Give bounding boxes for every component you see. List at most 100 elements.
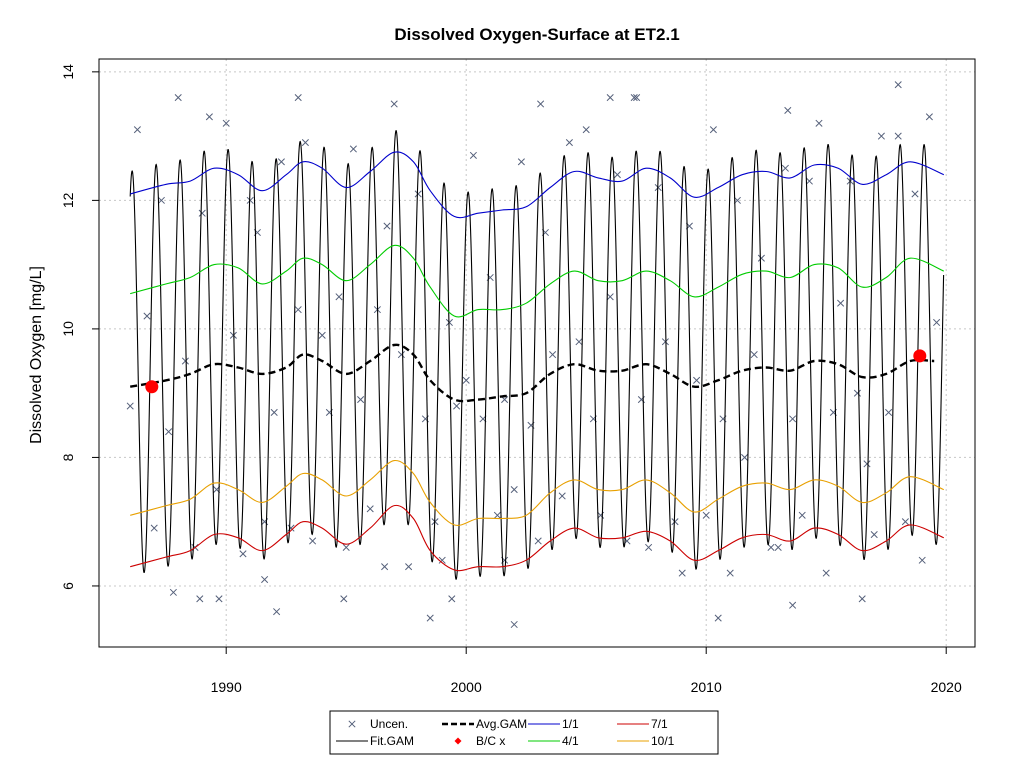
- uncen-point: [294, 94, 302, 102]
- legend-item-fit: Fit.GAM: [336, 734, 414, 748]
- uncen-point: [870, 530, 878, 539]
- uncen-point: [397, 351, 405, 359]
- uncen-point: [853, 389, 861, 397]
- legend-label-bc: B/C x: [476, 734, 505, 748]
- uncen-point: [894, 132, 902, 140]
- uncen-point: [198, 209, 206, 217]
- uncen-point: [383, 222, 391, 230]
- uncen-point: [405, 563, 413, 571]
- uncen-point: [246, 196, 254, 204]
- uncen-point: [381, 563, 389, 571]
- uncen-point: [414, 190, 422, 198]
- uncen-point: [342, 543, 350, 551]
- uncen-point: [741, 453, 749, 461]
- uncen-point: [789, 601, 797, 609]
- uncen-point: [438, 556, 446, 564]
- series-line-10-1: [130, 460, 945, 526]
- uncen-point: [287, 524, 295, 532]
- uncen-point: [815, 119, 823, 127]
- legend: Uncen. Fit.GAM Avg.GAM B/C x 1/1 4/1 7/1 10/1: [329, 710, 719, 755]
- plot-area: [126, 81, 945, 629]
- uncen-point: [309, 537, 317, 545]
- uncen-point: [781, 164, 789, 172]
- x-tick-label: 1990: [211, 679, 242, 695]
- uncen-point: [822, 569, 830, 577]
- uncen-point: [693, 376, 701, 384]
- uncen-point: [750, 351, 758, 359]
- uncen-point: [340, 595, 348, 603]
- uncen-point: [205, 113, 213, 121]
- uncen-point: [798, 511, 806, 519]
- uncen-point: [215, 595, 223, 603]
- uncen-point: [805, 177, 813, 185]
- uncen-point: [933, 318, 941, 327]
- uncen-point: [150, 524, 158, 532]
- uncen-point: [196, 595, 204, 603]
- uncen-point: [174, 94, 182, 102]
- uncen-point: [318, 331, 326, 339]
- legend-label-s4_1: 4/1: [562, 734, 579, 748]
- legend-label-avg: Avg.GAM: [476, 717, 527, 731]
- uncen-point: [894, 81, 902, 89]
- y-tick-label: 6: [60, 582, 76, 590]
- uncen-point: [169, 588, 177, 596]
- x-tick-label: 2010: [691, 679, 722, 695]
- uncen-point: [863, 460, 871, 468]
- uncen-point: [709, 126, 717, 134]
- uncen-point: [426, 614, 434, 622]
- uncen-point: [645, 543, 653, 551]
- uncen-point: [510, 620, 518, 629]
- y-tick-label: 10: [60, 321, 76, 337]
- uncen-point: [493, 511, 501, 519]
- series-line-1-1: [130, 151, 945, 219]
- y-tick-label: 8: [60, 453, 76, 461]
- uncen-point: [335, 293, 343, 301]
- legend-label-s1_1: 1/1: [562, 717, 579, 731]
- uncen-point: [453, 402, 461, 410]
- uncen-point: [222, 119, 230, 127]
- uncen-point: [613, 171, 621, 179]
- uncen-point: [349, 145, 357, 153]
- uncen-point: [366, 505, 374, 513]
- y-axis-label: Dissolved Oxygen [mg/L]: [28, 266, 45, 444]
- legend-symbol-bc: [454, 737, 462, 745]
- uncen-point: [143, 312, 151, 320]
- uncen-point: [510, 486, 518, 494]
- y-tick-label: 12: [60, 192, 76, 208]
- uncen-point: [261, 575, 269, 584]
- uncen-point: [270, 408, 278, 416]
- uncen-point: [357, 396, 365, 404]
- legend-item-s10_1: 10/1: [617, 734, 675, 748]
- x-tick-label: 2020: [931, 679, 962, 695]
- y-tick-label: 14: [60, 64, 76, 80]
- legend-label-s7_1: 7/1: [651, 717, 668, 731]
- grid-lines: [99, 59, 975, 647]
- uncen-point: [448, 595, 456, 603]
- fit-gam-line: [129, 130, 945, 580]
- uncen-point: [537, 100, 545, 108]
- uncen-point: [757, 254, 765, 262]
- legend-item-uncen: Uncen.: [348, 717, 408, 731]
- uncen-point: [165, 428, 173, 436]
- legend-label-s10_1: 10/1: [651, 734, 675, 748]
- uncen-point: [767, 543, 775, 551]
- legend-symbol-uncen: [348, 720, 356, 728]
- uncen-point: [239, 550, 247, 558]
- uncen-point: [157, 196, 165, 204]
- uncen-point: [885, 408, 893, 416]
- bc-point: [913, 349, 927, 363]
- uncen-point: [714, 614, 722, 622]
- legend-item-bc: B/C x: [454, 734, 505, 748]
- uncen-point: [918, 556, 926, 564]
- x-tick-label: 2000: [451, 679, 482, 695]
- bc-point: [145, 380, 159, 394]
- uncen-point: [181, 357, 189, 365]
- uncen-point: [126, 402, 134, 410]
- legend-item-s4_1: 4/1: [528, 734, 579, 748]
- uncen-point: [858, 595, 866, 603]
- uncen-point: [633, 94, 641, 102]
- uncen-point: [273, 608, 281, 616]
- uncen-point: [702, 511, 710, 519]
- uncen-point: [911, 190, 919, 198]
